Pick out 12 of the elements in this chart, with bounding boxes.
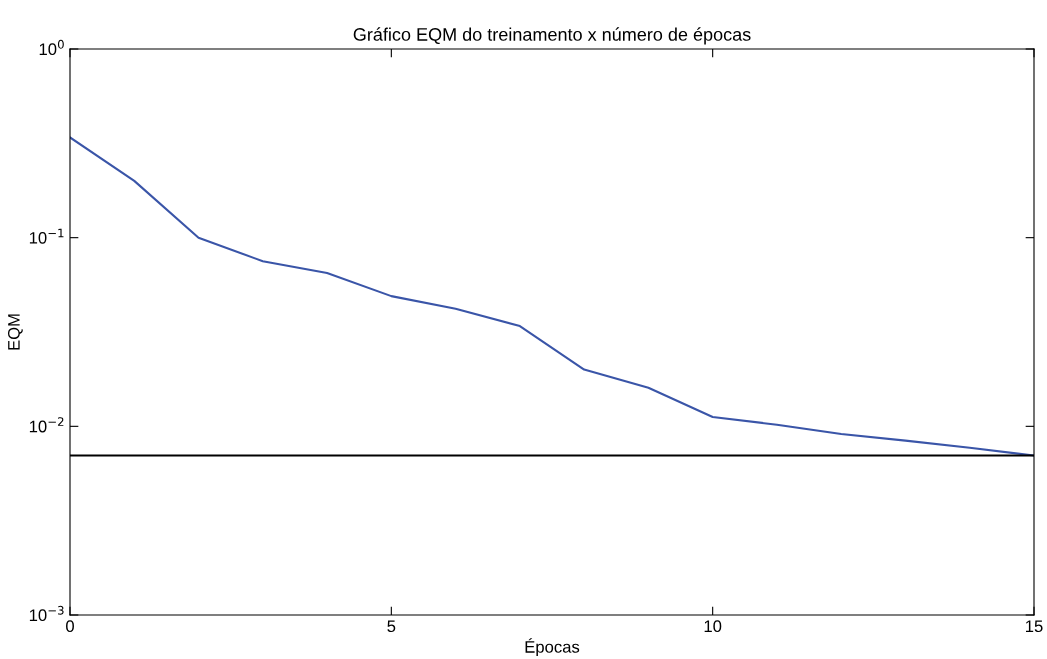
y-tick-label: 10$^{0}$ xyxy=(39,39,64,56)
x-tick-label: 10 xyxy=(704,620,722,633)
chart-title: Gráfico EQM do treinamento x número de épocas xyxy=(353,27,751,45)
y-axis-title: EQM xyxy=(7,314,23,350)
x-tick-label: 5 xyxy=(387,620,396,633)
x-tick-label: 15 xyxy=(1026,620,1043,633)
x-axis-title: Épocas xyxy=(525,638,580,657)
y-tick-label: 10$^{−2}$ xyxy=(29,417,64,433)
x-tick-label: 0 xyxy=(66,620,74,633)
y-tick-label: 10$^{−1}$ xyxy=(29,228,64,244)
y-tick-label: 10$^{−3}$ xyxy=(29,605,64,622)
line-series xyxy=(70,136,1034,457)
